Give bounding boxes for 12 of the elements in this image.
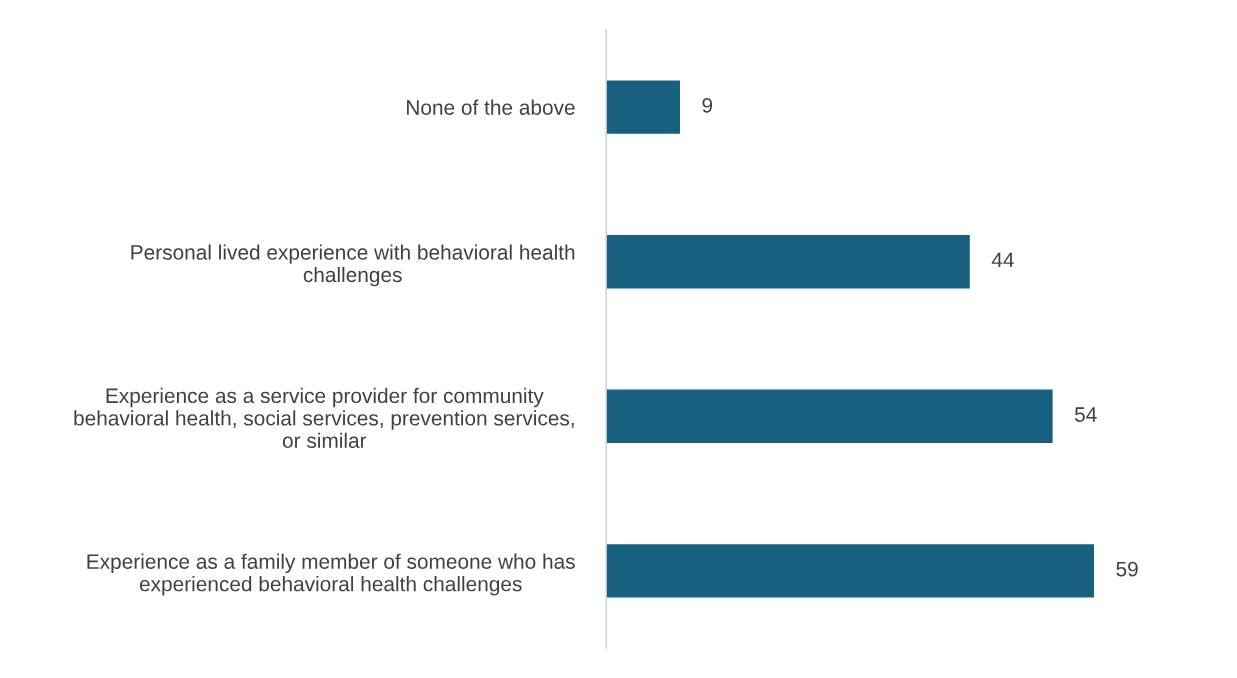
y-tick-label: Experience as a family member of someone who has experienced behavioral health challenges [87,553,575,596]
bar [606,388,1054,445]
data-label: 9 [702,97,713,113]
data-label: 54 [1074,407,1097,422]
bar [606,542,1096,600]
bar [606,78,682,136]
y-tick-label: Experience as a service provider for community behavioral health, social services, prevention services, or similar [74,387,574,448]
y-tick-label: None of the above [407,99,575,115]
data-label: 44 [991,252,1014,268]
y-tick-label: Personal lived experience with behavioral health challenges [131,244,575,287]
data-label: 59 [1116,561,1138,577]
bar [606,233,972,290]
